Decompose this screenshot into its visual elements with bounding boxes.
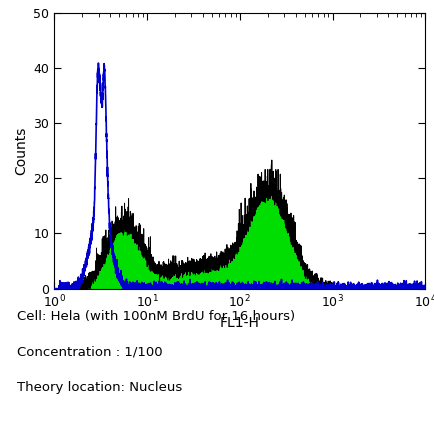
X-axis label: FL1-H: FL1-H <box>220 316 260 330</box>
Text: Cell: Hela (with 100nM BrdU for 16 hours): Cell: Hela (with 100nM BrdU for 16 hours… <box>17 310 296 323</box>
Text: Theory location: Nucleus: Theory location: Nucleus <box>17 381 183 395</box>
Y-axis label: Counts: Counts <box>14 127 28 175</box>
Text: Concentration : 1/100: Concentration : 1/100 <box>17 346 163 359</box>
